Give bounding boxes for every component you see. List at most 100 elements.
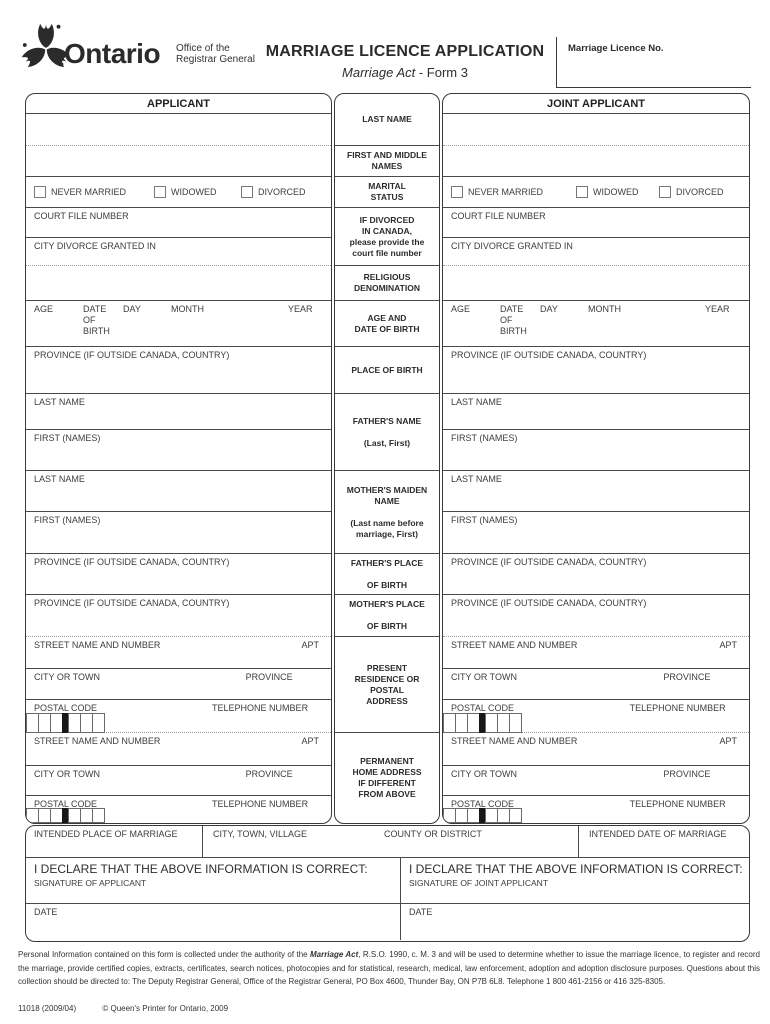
applicant-father-first-names-field[interactable]: FIRST (NAMES): [26, 430, 331, 471]
center-fathers-name-label: FATHER'S NAME (Last, First): [335, 394, 439, 471]
joint-postal-phone-field[interactable]: POSTAL CODE TELEPHONE NUMBER: [443, 700, 749, 733]
applicant-perm-city-field[interactable]: CITY OR TOWN PROVINCE: [26, 766, 331, 796]
applicant-birth-province-field[interactable]: PROVINCE (IF OUTSIDE CANADA, COUNTRY): [26, 347, 331, 394]
applicant-city-divorce-field[interactable]: CITY DIVORCE GRANTED IN: [26, 238, 331, 266]
applicant-father-birthplace-field[interactable]: PROVINCE (IF OUTSIDE CANADA, COUNTRY): [26, 554, 331, 595]
applicant-mother-first-names-field[interactable]: FIRST (NAMES): [26, 512, 331, 554]
divorced-checkbox[interactable]: [241, 186, 253, 198]
joint-age-dob-field[interactable]: AGE DATE OF BIRTH DAY MONTH YEAR: [443, 301, 749, 347]
joint-perm-city-field[interactable]: CITY OR TOWN PROVINCE: [443, 766, 749, 796]
postal-code-boxes[interactable]: [443, 808, 522, 823]
applicant-widowed-option: WIDOWED: [154, 186, 217, 198]
joint-last-name-field[interactable]: [443, 114, 749, 146]
divorced-checkbox[interactable]: [659, 186, 671, 198]
joint-city-divorce-field[interactable]: CITY DIVORCE GRANTED IN: [443, 238, 749, 266]
first-names-label: FIRST (NAMES): [451, 515, 518, 525]
never-married-checkbox[interactable]: [451, 186, 463, 198]
applicant-header: APPLICANT: [26, 94, 331, 114]
joint-father-first-names-field[interactable]: FIRST (NAMES): [443, 430, 749, 471]
intended-place-field[interactable]: INTENDED PLACE OF MARRIAGE: [26, 826, 203, 857]
joint-birth-province-field[interactable]: PROVINCE (IF OUTSIDE CANADA, COUNTRY): [443, 347, 749, 394]
joint-city-field[interactable]: CITY OR TOWN PROVINCE: [443, 669, 749, 700]
signature-of-joint-applicant-label: SIGNATURE OF JOINT APPLICANT: [409, 878, 549, 888]
applicant-religious-denomination-field[interactable]: [26, 266, 331, 301]
age-label: AGE: [34, 304, 54, 314]
joint-court-file-number-field[interactable]: COURT FILE NUMBER: [443, 208, 749, 238]
date-label: DATE: [34, 907, 58, 917]
street-label: STREET NAME AND NUMBER: [34, 736, 161, 746]
center-age-dob-label: AGE AND DATE OF BIRTH: [335, 301, 439, 347]
applicant-street-field[interactable]: STREET NAME AND NUMBER APT: [26, 637, 331, 669]
form-number-label: - Form 3: [415, 65, 468, 80]
applicant-perm-postal-phone-field[interactable]: POSTAL CODE TELEPHONE NUMBER: [26, 796, 331, 823]
city-county-field[interactable]: CITY, TOWN, VILLAGE COUNTY OR DISTRICT: [203, 826, 579, 857]
applicant-postal-phone-field[interactable]: POSTAL CODE TELEPHONE NUMBER: [26, 700, 331, 733]
first-names-label: FIRST (NAMES): [34, 515, 101, 525]
applicant-first-middle-names-field[interactable]: [26, 146, 331, 177]
joint-father-last-name-field[interactable]: LAST NAME: [443, 394, 749, 430]
applicant-age-dob-field[interactable]: AGE DATE OF BIRTH DAY MONTH YEAR: [26, 301, 331, 347]
day-label: DAY: [123, 304, 141, 314]
joint-first-middle-names-field[interactable]: [443, 146, 749, 177]
joint-widowed-option: WIDOWED: [576, 186, 639, 198]
marriage-licence-no-box[interactable]: Marriage Licence No.: [556, 37, 751, 88]
joint-street-field[interactable]: STREET NAME AND NUMBER APT: [443, 637, 749, 669]
divorced-label: DIVORCED: [676, 187, 724, 197]
city-divorce-label: CITY DIVORCE GRANTED IN: [34, 241, 156, 251]
applicant-last-name-field[interactable]: [26, 114, 331, 146]
joint-father-birthplace-field[interactable]: PROVINCE (IF OUTSIDE CANADA, COUNTRY): [443, 554, 749, 595]
applicant-court-file-number-field[interactable]: COURT FILE NUMBER: [26, 208, 331, 238]
applicant-mother-last-name-field[interactable]: LAST NAME: [26, 471, 331, 512]
center-religious-label: RELIGIOUS DENOMINATION: [335, 266, 439, 301]
joint-perm-postal-phone-field[interactable]: POSTAL CODE TELEPHONE NUMBER: [443, 796, 749, 823]
street-label: STREET NAME AND NUMBER: [34, 640, 161, 650]
city-or-town-label: CITY OR TOWN: [34, 769, 101, 779]
intended-date-field[interactable]: INTENDED DATE OF MARRIAGE: [579, 826, 749, 857]
joint-perm-street-field[interactable]: STREET NAME AND NUMBER APT: [443, 733, 749, 766]
postal-code-boxes[interactable]: [26, 713, 105, 733]
joint-date-field[interactable]: DATE: [401, 904, 749, 940]
last-name-label: LAST NAME: [451, 397, 502, 407]
date-of-birth-label: DATE OF BIRTH: [83, 304, 110, 336]
joint-mother-last-name-field[interactable]: LAST NAME: [443, 471, 749, 512]
applicant-perm-street-field[interactable]: STREET NAME AND NUMBER APT: [26, 733, 331, 766]
applicant-father-last-name-field[interactable]: LAST NAME: [26, 394, 331, 430]
applicant-date-field[interactable]: DATE: [26, 904, 401, 940]
applicant-never-married-option: NEVER MARRIED: [34, 186, 126, 198]
province-label: PROVINCE: [245, 672, 293, 682]
postal-code-boxes[interactable]: [443, 713, 522, 733]
privacy-notice-text: Personal Information contained on this f…: [18, 950, 310, 959]
city-or-town-label: CITY OR TOWN: [451, 769, 518, 779]
joint-religious-denomination-field[interactable]: [443, 266, 749, 301]
joint-mother-first-names-field[interactable]: FIRST (NAMES): [443, 512, 749, 554]
widowed-checkbox[interactable]: [576, 186, 588, 198]
center-first-middle-label: FIRST AND MIDDLE NAMES: [335, 146, 439, 177]
applicant-marital-status-field: NEVER MARRIED WIDOWED DIVORCED: [26, 177, 331, 208]
applicant-signature-field[interactable]: I DECLARE THAT THE ABOVE INFORMATION IS …: [26, 858, 401, 903]
applicant-mother-birthplace-field[interactable]: PROVINCE (IF OUTSIDE CANADA, COUNTRY): [26, 595, 331, 637]
widowed-checkbox[interactable]: [154, 186, 166, 198]
county-district-label: COUNTY OR DISTRICT: [384, 829, 482, 839]
postal-code-boxes[interactable]: [26, 808, 105, 823]
joint-signature-field[interactable]: I DECLARE THAT THE ABOVE INFORMATION IS …: [401, 858, 749, 903]
postal-code-label: POSTAL CODE: [451, 799, 515, 809]
street-label: STREET NAME AND NUMBER: [451, 736, 578, 746]
province-label: PROVINCE: [663, 672, 711, 682]
joint-mother-birthplace-field[interactable]: PROVINCE (IF OUTSIDE CANADA, COUNTRY): [443, 595, 749, 637]
intended-date-label: INTENDED DATE OF MARRIAGE: [589, 829, 727, 839]
signature-of-applicant-label: SIGNATURE OF APPLICANT: [34, 878, 147, 888]
never-married-checkbox[interactable]: [34, 186, 46, 198]
first-names-label: FIRST (NAMES): [34, 433, 101, 443]
first-names-label: FIRST (NAMES): [451, 433, 518, 443]
form-id-line: 11018 (2009/04) © Queen's Printer for On…: [18, 1004, 228, 1013]
ontario-trillium-logo: [21, 23, 71, 68]
center-mothers-place-label: MOTHER'S PLACE OF BIRTH: [335, 595, 439, 637]
intended-marriage-declaration-box: INTENDED PLACE OF MARRIAGE CITY, TOWN, V…: [25, 825, 750, 942]
marriage-licence-no-label: Marriage Licence No.: [568, 43, 664, 54]
never-married-label: NEVER MARRIED: [468, 187, 544, 197]
province-country-label: PROVINCE (IF OUTSIDE CANADA, COUNTRY): [451, 350, 647, 360]
province-country-label: PROVINCE (IF OUTSIDE CANADA, COUNTRY): [451, 598, 647, 608]
applicant-city-field[interactable]: CITY OR TOWN PROVINCE: [26, 669, 331, 700]
form-subtitle: Marriage Act - Form 3: [240, 65, 570, 80]
city-or-town-label: CITY OR TOWN: [451, 672, 518, 682]
